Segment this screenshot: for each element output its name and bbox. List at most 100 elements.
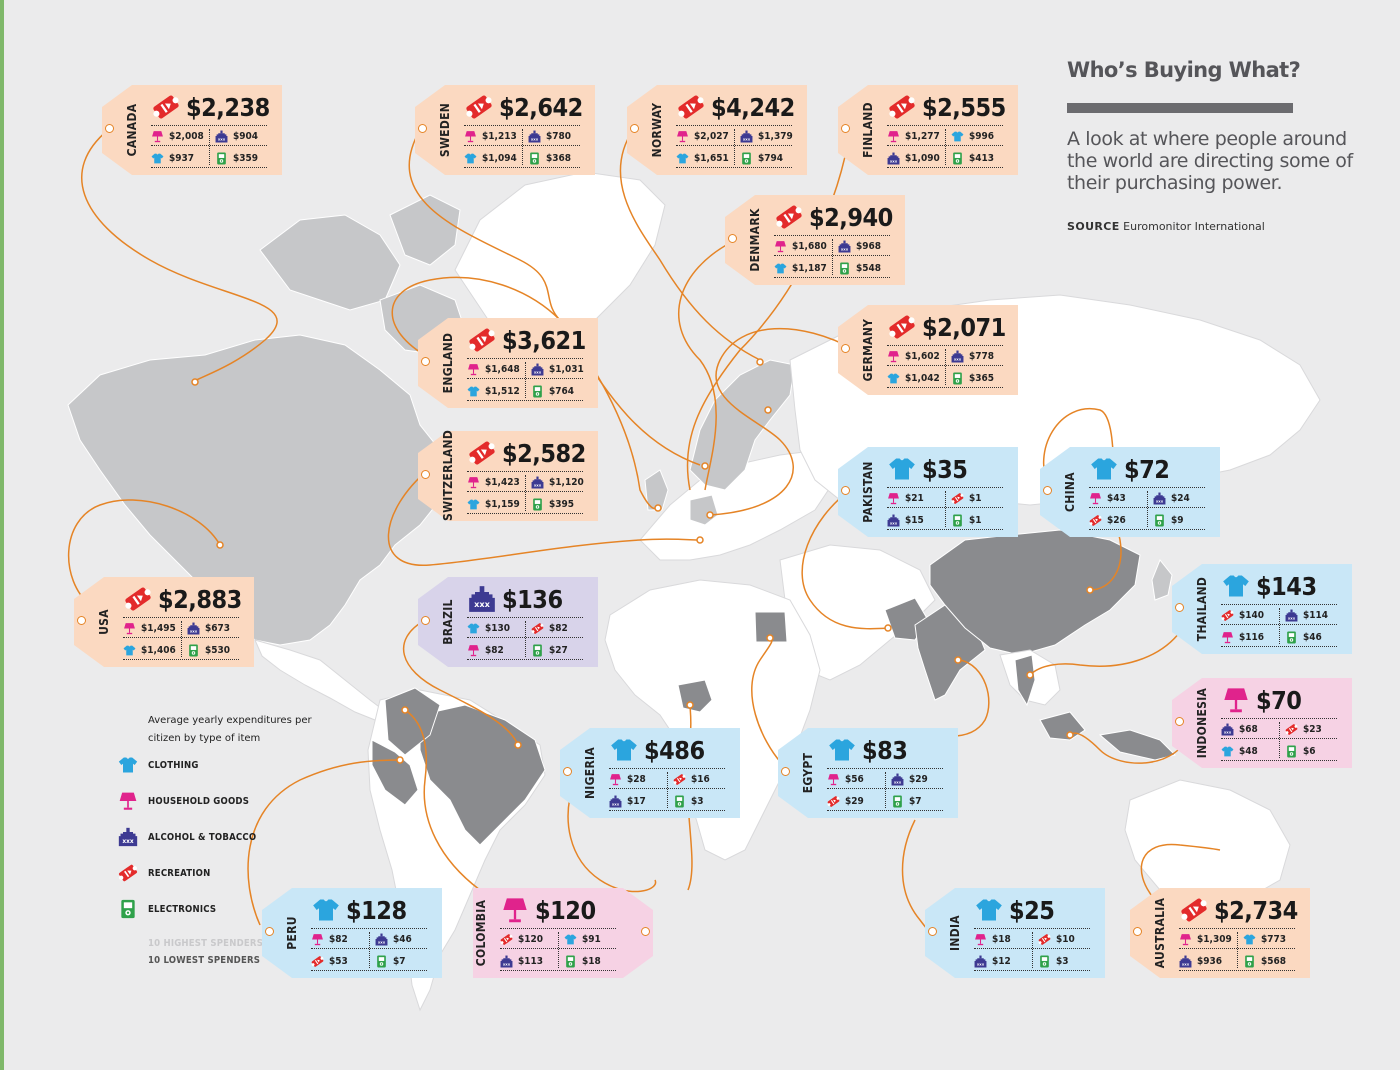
connector-dot-canada [191, 378, 199, 386]
tag-item-switzerland-0: $1,423 [467, 473, 520, 491]
tag-item-value: $82 [485, 644, 504, 656]
tag-divider [1221, 718, 1337, 719]
tag-divider-vertical [1279, 722, 1280, 758]
tag-divider [774, 235, 890, 236]
connector-germany [709, 327, 856, 516]
tag-shape [418, 431, 598, 521]
tag-main-row: $25 [974, 894, 1055, 926]
clothing-icon [564, 933, 577, 946]
tag-item-egypt-0: $56 [827, 770, 864, 788]
electronics-icon [673, 795, 686, 808]
tag-divider [311, 970, 427, 971]
connector-sweden [408, 129, 701, 466]
legend-item-electronics: ELECTRONICS [115, 898, 216, 920]
tag-item-peru-0: $82 [311, 930, 348, 948]
tag-divider [467, 513, 583, 514]
electronics-icon [564, 955, 577, 968]
tag-divider [887, 529, 1003, 530]
electronics-icon [951, 372, 964, 385]
tag-divider [827, 810, 943, 811]
infographic-title: Who’s Buying What? [1067, 58, 1301, 82]
tag-item-value: $413 [969, 152, 995, 164]
tag-item-value: $56 [845, 773, 864, 785]
connector-australia [1140, 843, 1221, 901]
tag-country-norway: NORWAY [650, 102, 664, 158]
tag-divider-vertical [1237, 932, 1238, 968]
tag-item-value: $23 [1303, 723, 1322, 735]
tag-item-pakistan-2: xxx $15 [887, 511, 924, 529]
tag-item-colombia-2: xxx $113 [500, 952, 543, 970]
tag-item-sweden-1: xxx $780 [528, 127, 571, 145]
alcohol-tobacco-icon: xxx [951, 350, 964, 363]
clothing-icon [464, 152, 477, 165]
tag-item-value: $120 [518, 933, 544, 945]
tag-main-row: $2,734 [1179, 894, 1298, 926]
clothing-icon [467, 385, 480, 398]
tag-item-value: $116 [1239, 631, 1265, 643]
tag-content: $72 $43 xxx $24 $26 $9 [1085, 447, 1213, 537]
tag-shape [1130, 888, 1310, 978]
tag-item-value: $3 [691, 795, 704, 807]
tag-item-value: $359 [233, 152, 259, 164]
tag-divider [1221, 604, 1337, 605]
svg-text:xxx: xxx [378, 939, 386, 944]
tag-divider [467, 358, 583, 359]
household-goods-icon [1089, 492, 1102, 505]
tag-item-peru-1: xxx $46 [375, 930, 412, 948]
household-goods-icon [827, 773, 840, 786]
tag-shape [262, 888, 442, 978]
svg-text:xxx: xxx [890, 520, 898, 525]
alcohol-tobacco-icon: xxx [838, 240, 851, 253]
tag-shape [838, 447, 1018, 537]
tag-country-canada: CANADA [125, 103, 139, 157]
tag-content: xxx $136 $130 $82 $82 $27 [463, 577, 591, 667]
household-goods-icon [1179, 933, 1192, 946]
tag-total-norway: $4,242 [711, 92, 795, 122]
tag-content: $2,940 $1,680 xxx $968 $1,187 $548 [770, 195, 898, 285]
tag-item-value: $968 [856, 240, 882, 252]
tag-content: $70 xxx $68 $23 $48 $6 [1217, 678, 1345, 768]
clothing-icon [467, 622, 480, 635]
tag-china: CHINA $72 $43 xxx $24 $26 $9 [1040, 447, 1220, 537]
tag-divider [1179, 970, 1295, 971]
tag-divider-vertical [832, 239, 833, 275]
connector-pakistan [801, 489, 889, 630]
tag-content: $2,238 $2,008 xxx $904 $937 $359 [147, 85, 275, 175]
alcohol-tobacco-icon: xxx [1285, 609, 1298, 622]
tag-total-england: $3,621 [502, 325, 586, 355]
legend-label-household-goods: HOUSEHOLD GOODS [148, 795, 250, 807]
household-goods-icon [887, 350, 900, 363]
tag-item-denmark-1: xxx $968 [838, 237, 881, 255]
tag-item-value: $114 [1303, 609, 1329, 621]
tag-content: $25 $18 $10 xxx $12 $3 [970, 888, 1098, 978]
household-goods-icon [467, 476, 480, 489]
recreation-icon [676, 92, 706, 122]
tag-hole [841, 486, 850, 495]
connector-finland [686, 129, 851, 491]
tag-australia: AUSTRALIA $2,734 $1,309 $773 xxx $936 $568 [1130, 888, 1310, 978]
tag-item-nigeria-1: $16 [673, 770, 710, 788]
tag-item-brazil-1: $82 [531, 619, 568, 637]
connector-england [391, 276, 659, 510]
household-goods-icon [464, 130, 477, 143]
tag-total-switzerland: $2,582 [502, 438, 586, 468]
tag-total-usa: $2,883 [158, 584, 242, 614]
tag-divider [774, 277, 890, 278]
tag-item-nigeria-0: $28 [609, 770, 646, 788]
tag-total-peru: $128 [346, 895, 407, 925]
electronics-icon [531, 644, 544, 657]
connector-dot-peru [396, 756, 404, 764]
title-underline-bar [1067, 103, 1293, 113]
tag-hole [1175, 717, 1184, 726]
tag-item-value: $1 [969, 492, 982, 504]
tag-item-india-2: xxx $12 [974, 952, 1011, 970]
tag-content: $2,883 $1,495 xxx $673 $1,406 $530 [119, 577, 247, 667]
tag-shape [838, 305, 1018, 395]
connector-indonesia [1069, 729, 1191, 764]
tag-divider-vertical [525, 621, 526, 657]
legend-item-alcohol-tobacco: xxx ALCOHOL & TOBACCO [115, 826, 256, 848]
tag-item-indonesia-2: $48 [1221, 742, 1258, 760]
tag-item-value: $46 [1303, 631, 1322, 643]
tag-total-nigeria: $486 [644, 735, 705, 765]
